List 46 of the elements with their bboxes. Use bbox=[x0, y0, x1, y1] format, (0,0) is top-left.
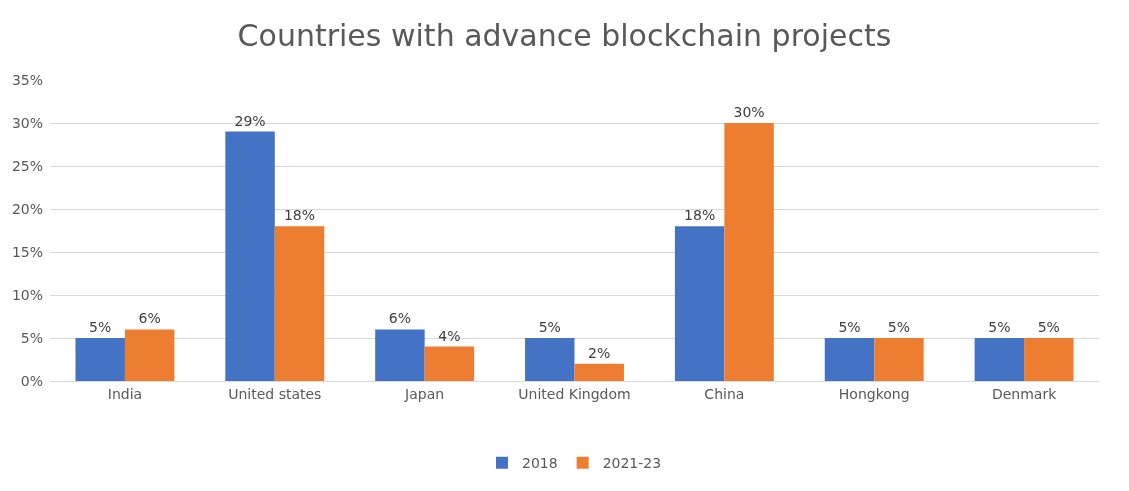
y-tick-label: 25% bbox=[11, 157, 43, 174]
data-label: 6% bbox=[388, 310, 412, 327]
legend-label: 2021-23 bbox=[602, 455, 662, 472]
y-tick-label: 15% bbox=[11, 243, 43, 260]
y-tick-label: 0% bbox=[20, 372, 43, 389]
bar bbox=[974, 338, 1025, 381]
bar bbox=[225, 131, 275, 381]
bar bbox=[274, 226, 325, 381]
y-tick-label: 35% bbox=[11, 71, 43, 88]
data-label: 5% bbox=[89, 319, 112, 335]
bar bbox=[1024, 338, 1074, 381]
data-label: 5% bbox=[1037, 319, 1060, 335]
bar bbox=[574, 363, 624, 381]
bar bbox=[424, 346, 475, 381]
y-tick-label: 30% bbox=[11, 114, 43, 131]
y-tick-label: 5% bbox=[20, 329, 43, 346]
data-label: 4% bbox=[438, 327, 461, 344]
x-tick-label: United Kingdom bbox=[518, 385, 631, 402]
bar bbox=[674, 226, 725, 381]
data-label: 5% bbox=[887, 319, 911, 335]
data-label: 29% bbox=[234, 112, 266, 129]
y-tick-label: 10% bbox=[11, 286, 43, 303]
data-label: 5% bbox=[538, 319, 561, 335]
x-tick-label: China bbox=[704, 385, 745, 402]
bar bbox=[375, 329, 425, 381]
chart-title: Countries with advance blockchain projects bbox=[237, 17, 892, 53]
data-label: 5% bbox=[838, 319, 861, 335]
bar bbox=[75, 338, 125, 381]
x-tick-label: India bbox=[107, 385, 143, 402]
legend-label: 2018 bbox=[522, 455, 558, 472]
data-label: 2% bbox=[588, 344, 611, 361]
x-tick-label: United states bbox=[228, 385, 322, 402]
x-tick-label: Japan bbox=[404, 385, 445, 402]
bar bbox=[874, 338, 924, 381]
y-tick-label: 20% bbox=[11, 200, 43, 217]
data-label: 30% bbox=[733, 104, 765, 120]
data-label: 6% bbox=[138, 310, 161, 327]
data-label: 18% bbox=[684, 207, 716, 224]
bar bbox=[724, 123, 774, 381]
data-label: 18% bbox=[283, 207, 316, 224]
x-tick-label: Denmark bbox=[991, 385, 1058, 402]
bar bbox=[824, 338, 875, 381]
bar bbox=[124, 329, 175, 381]
bar bbox=[525, 338, 575, 381]
x-tick-label: Hongkong bbox=[838, 385, 910, 402]
data-label: 5% bbox=[988, 319, 1011, 335]
